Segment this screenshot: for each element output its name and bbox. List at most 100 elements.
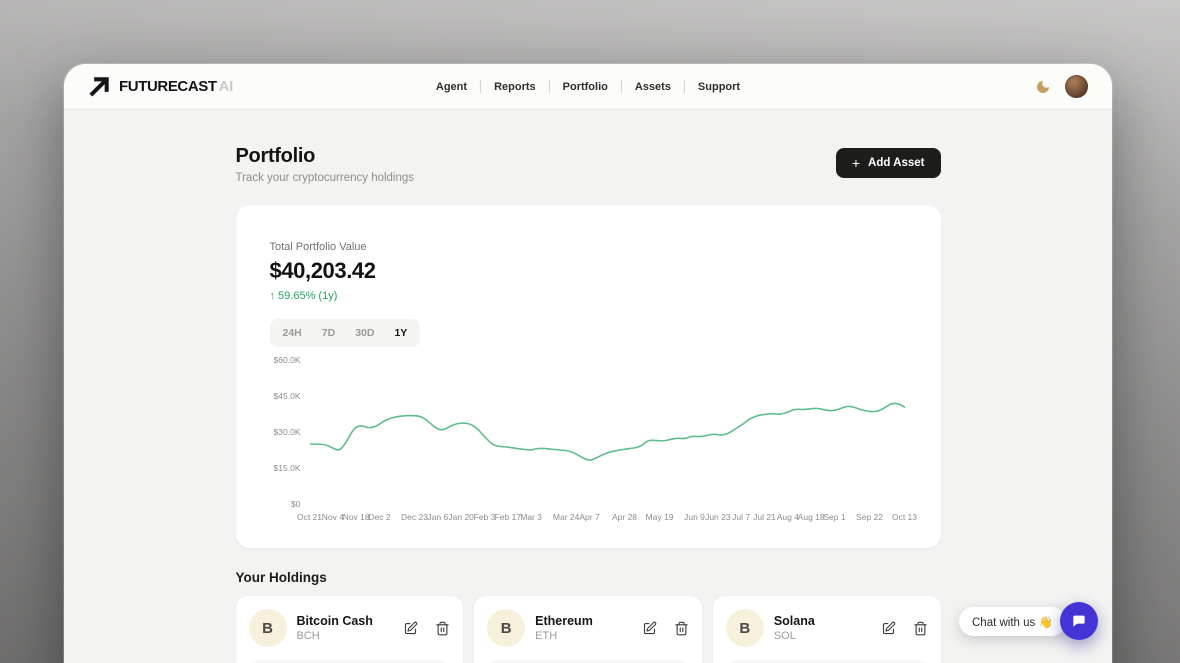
coin-symbol: ETH [535, 630, 558, 642]
range-tab-7d[interactable]: 7D [321, 327, 336, 339]
page-title: Portfolio [235, 145, 316, 167]
portfolio-change: ↑ 59.65% (1y) [269, 290, 338, 302]
x-tick-label: Sep 1 [823, 512, 846, 522]
nav-divider [480, 80, 482, 93]
edit-icon [882, 621, 895, 634]
range-tab-30d[interactable]: 30D [355, 327, 375, 339]
page-subtitle: Track your cryptocurrency holdings [235, 172, 415, 184]
nav-item-assets[interactable]: Assets [634, 80, 671, 93]
range-tab-1y[interactable]: 1Y [394, 327, 408, 339]
coin-avatar: B [725, 609, 764, 647]
ai-score-row: AI Score: -4 (Slightly Bearish) +1 [487, 660, 689, 663]
time-range-tabs: 24H 7D 30D 1Y [269, 319, 421, 347]
x-tick-label: Oct 13 [891, 512, 918, 522]
x-tick-label: Jan 20 [448, 512, 474, 522]
y-tick-label: $45.0K [273, 391, 301, 401]
chart-y-axis: $60.0K $45.0K $30.0K $15.0K $0 [270, 355, 310, 509]
app-window: FUTURECAST AI Agent Reports Portfolio As… [64, 64, 1112, 663]
x-tick-label: Jul 7 [732, 512, 751, 522]
coin-avatar: B [248, 609, 287, 647]
header-right [1035, 75, 1088, 98]
arrow-up-right-icon [89, 77, 109, 97]
x-tick-label: Aug 4 [776, 512, 799, 522]
coin-name: Bitcoin Cash [296, 614, 373, 628]
main-content: Portfolio Track your cryptocurrency hold… [64, 145, 1112, 663]
edit-asset-button[interactable] [642, 621, 657, 636]
brand-name: FUTURECAST [119, 78, 217, 95]
nav-divider [683, 80, 685, 93]
user-avatar[interactable] [1065, 75, 1088, 98]
trash-icon [675, 621, 688, 635]
coin-avatar: B [487, 609, 526, 647]
chart-line [309, 402, 905, 461]
delete-asset-button[interactable] [913, 621, 928, 636]
total-portfolio-value: $40,203.42 [269, 258, 377, 283]
coin-name: Solana [773, 614, 815, 628]
coin-symbol: BCH [296, 630, 320, 642]
x-tick-label: Sep 22 [856, 512, 883, 522]
app-header: FUTURECAST AI Agent Reports Portfolio As… [64, 64, 1112, 110]
x-tick-label: Jan 6 [427, 512, 449, 522]
holding-card-eth: B Ethereum ETH [474, 596, 702, 663]
nav-divider [548, 80, 550, 93]
add-asset-button[interactable]: + Add Asset [835, 148, 941, 178]
chart-plot [309, 360, 905, 504]
x-tick-label: Nov 18 [342, 512, 370, 522]
x-tick-label: Apr 7 [579, 512, 600, 522]
ai-score-row: AI Score: -1 (Slightly Bearish) [248, 660, 451, 663]
portfolio-line-chart: $60.0K $45.0K $30.0K $15.0K $0 Oct 21 Nov 4 No… [270, 355, 917, 528]
x-tick-label: Jun 23 [705, 512, 731, 522]
edit-icon [643, 621, 657, 634]
y-tick-label: $30.0K [273, 427, 301, 437]
x-tick-label: May 19 [645, 512, 674, 522]
chart-x-axis: Oct 21 Nov 4 Nov 18 Dec 2 Dec 23 Jan 6 Jan 20 F… [297, 504, 917, 528]
coin-symbol: SOL [773, 630, 796, 642]
nav-item-reports[interactable]: Reports [494, 80, 536, 93]
chat-button[interactable] [1060, 602, 1098, 640]
chat-bubble-icon [1073, 615, 1085, 627]
x-tick-label: Jun 9 [684, 512, 705, 522]
brand-suffix: AI [218, 78, 234, 95]
x-tick-label: Nov 4 [321, 512, 344, 522]
coin-name: Ethereum [535, 614, 593, 628]
delete-asset-button[interactable] [435, 621, 450, 636]
x-tick-label: Mar 3 [520, 512, 543, 522]
x-tick-label: Aug 18 [797, 512, 825, 522]
edit-icon [405, 621, 418, 634]
plus-icon: + [851, 155, 861, 171]
holding-card-sol: B Solana SOL [712, 596, 941, 663]
nav-divider [620, 80, 622, 93]
holding-card-bch: B Bitcoin Cash BCH [235, 596, 464, 663]
x-tick-label: Jul 21 [753, 512, 776, 522]
edit-asset-button[interactable] [881, 621, 896, 636]
holdings-list: B Bitcoin Cash BCH [235, 596, 941, 663]
x-tick-label: Dec 23 [401, 512, 428, 522]
nav-item-agent[interactable]: Agent [435, 80, 468, 93]
moon-icon [1037, 80, 1049, 93]
y-tick-label: $0 [291, 499, 301, 509]
add-asset-label: Add Asset [868, 157, 925, 169]
trash-icon [913, 621, 927, 635]
holdings-title: Your Holdings [235, 570, 327, 585]
delete-asset-button[interactable] [674, 621, 689, 636]
range-tab-24h[interactable]: 24H [282, 327, 302, 339]
total-portfolio-label: Total Portfolio Value [269, 241, 367, 253]
x-tick-label: Feb 3 [473, 512, 496, 522]
x-tick-label: Dec 2 [368, 512, 391, 522]
edit-asset-button[interactable] [403, 621, 418, 636]
brand-logo[interactable]: FUTURECAST AI [88, 75, 233, 98]
nav-item-support[interactable]: Support [697, 80, 741, 93]
x-tick-label: Feb 17 [494, 512, 522, 522]
ai-score-row: AI Score: -1 (Slightly Bearish) +4 [725, 660, 928, 663]
x-tick-label: Oct 21 [296, 512, 323, 522]
theme-toggle-button[interactable] [1035, 79, 1051, 95]
trash-icon [436, 621, 449, 635]
main-nav: Agent Reports Portfolio Assets Support [436, 80, 740, 93]
chat-with-us-pill[interactable]: Chat with us 👋 [959, 607, 1066, 636]
y-tick-label: $15.0K [273, 463, 301, 473]
x-tick-label: Mar 24 [552, 512, 580, 522]
portfolio-value-card: Total Portfolio Value $40,203.42 ↑ 59.65… [235, 205, 941, 548]
x-tick-label: Apr 28 [611, 512, 638, 522]
page-head: Portfolio Track your cryptocurrency hold… [236, 145, 941, 184]
nav-item-portfolio[interactable]: Portfolio [562, 80, 608, 93]
